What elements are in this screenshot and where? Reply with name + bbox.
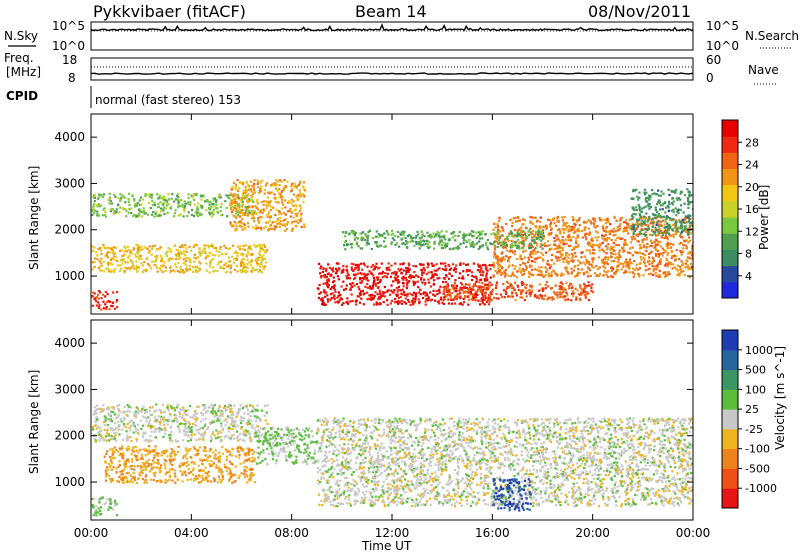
- scatter-band-1: [91, 243, 269, 274]
- frequency-trace: [90, 72, 694, 75]
- ytick-label: 1000: [54, 269, 85, 283]
- date-label: 08/Nov/2011: [588, 2, 691, 21]
- colorbar-tick-label: -1000: [745, 482, 777, 495]
- velocity-ylabel: Slant Range [km]: [27, 370, 41, 474]
- ytick-label: 2000: [54, 429, 85, 443]
- colorbar-segment: [722, 168, 738, 186]
- ytick-label: 2000: [54, 223, 85, 237]
- scatter-band-3: [254, 426, 319, 466]
- colorbar-segment: [722, 349, 738, 371]
- colorbar-segment: [722, 152, 738, 170]
- colorbar-segment: [722, 200, 738, 218]
- colorbar-tick-label: 4: [745, 270, 752, 283]
- xtick-label: 08:00: [274, 526, 309, 540]
- power-colorbar: 28 24 20 16 12 8 4: [721, 119, 759, 299]
- freq-label-line2: [MHz]: [6, 65, 41, 79]
- colorbar-segment: [722, 409, 738, 430]
- colorbar-tick-label: -25: [745, 423, 763, 436]
- freq-label-line1: Freq.: [4, 51, 34, 65]
- power-ylabel: Slant Range [km]: [27, 166, 41, 270]
- scatter-band-5: [442, 280, 595, 302]
- freq-panel: [90, 57, 694, 81]
- colorbar-tick-label: 8: [745, 248, 752, 261]
- colorbar-tick-label: 100: [745, 383, 766, 396]
- nsky-trace: [90, 23, 694, 32]
- colorbar-tick-label: 500: [745, 364, 766, 377]
- xtick-label: 00:00: [676, 526, 711, 540]
- colorbar-tick-label: 20: [745, 181, 759, 194]
- beam-label: Beam 14: [355, 2, 427, 21]
- scatter-band-4: [316, 262, 494, 306]
- xtick-label: 12:00: [375, 526, 410, 540]
- colorbar-tick-label: 28: [745, 136, 759, 149]
- colorbar-tick-label: 24: [745, 159, 759, 172]
- xtick-label: 16:00: [475, 526, 510, 540]
- ytick-label: 4000: [54, 336, 85, 350]
- scatter-band-1: [103, 445, 257, 485]
- colorbar-segment: [722, 184, 738, 202]
- colorbar-segment: [722, 265, 738, 283]
- nave-tick-low: 0: [706, 71, 714, 85]
- colorbar-segment: [722, 488, 738, 509]
- nave-tick-high: 60: [706, 53, 721, 67]
- colorbar-segment: [722, 468, 738, 489]
- colorbar-segment: [722, 281, 738, 299]
- colorbar-tick-label: 16: [745, 203, 759, 216]
- colorbar-tick-label: -500: [745, 462, 770, 475]
- ytick-label: 4000: [54, 130, 85, 144]
- colorbar-segment: [722, 233, 738, 250]
- scatter-band-2: [91, 496, 118, 517]
- colorbar-tick-label: 25: [745, 403, 759, 416]
- xtick-label: 04:00: [174, 526, 209, 540]
- colorbar-segment: [722, 428, 738, 450]
- power-colorbar-label: Power [dB]: [757, 185, 771, 250]
- scatter-band-3: [229, 178, 307, 232]
- scatter-band-0: [91, 403, 269, 443]
- station-title: Pykkvibaer (fitACF): [93, 2, 246, 21]
- noise-panel: [90, 21, 694, 51]
- velocity-colorbar-label: Velocity [m s^-1]: [773, 346, 787, 450]
- colorbar-segment: [722, 389, 738, 410]
- colorbar-tick-label: -100: [745, 443, 770, 456]
- xtick-label: 20:00: [575, 526, 610, 540]
- colorbar-segment: [722, 217, 738, 234]
- freq-tick-high: 18: [62, 53, 77, 67]
- colorbar-segment: [722, 136, 738, 153]
- noise-tick-high: 10^5: [52, 19, 85, 33]
- ytick-label: 1000: [54, 475, 85, 489]
- scatter-band-7: [342, 229, 545, 251]
- freq-tick-low: 8: [68, 71, 76, 85]
- xtick-label: 00:00: [74, 526, 109, 540]
- noise-tick-low: 10^0: [52, 39, 85, 53]
- noise-tick-high-right: 10^5: [706, 19, 739, 33]
- colorbar-tick-label: 12: [745, 225, 759, 238]
- cpid-text: normal (fast stereo) 153: [95, 93, 241, 107]
- time-axis-label: Time UT: [361, 539, 412, 553]
- colorbar-tick-label: 1000: [745, 344, 773, 357]
- scatter-band-2: [91, 290, 119, 311]
- colorbar-segment: [722, 330, 738, 351]
- noise-tick-low-right: 10^0: [706, 39, 739, 53]
- colorbar-segment: [722, 369, 738, 390]
- scatter-band-5: [492, 478, 532, 512]
- nsky-label: N.Sky: [4, 29, 38, 43]
- velocity-colorbar: 1000 500 100 25 -25 -100 -500 -1000: [721, 329, 777, 509]
- colorbar-segment: [722, 448, 738, 469]
- scatter-band-4: [316, 417, 693, 508]
- ytick-label: 3000: [54, 382, 85, 396]
- ytick-label: 3000: [54, 176, 85, 190]
- power-panel: 1000 2000 3000 4000: [54, 113, 694, 315]
- scatter-band-6: [492, 215, 693, 279]
- velocity-panel: 1000 2000 3000 4000: [54, 319, 694, 521]
- nsearch-label: N.Search: [745, 29, 799, 43]
- time-axis: 00:00 04:00 08:00 12:00 16:00 20:00 00:00: [74, 114, 711, 540]
- cpid-label: CPID: [6, 89, 38, 103]
- colorbar-segment: [722, 120, 738, 137]
- nave-label: Nave: [748, 63, 779, 77]
- scatter-band-8: [630, 188, 693, 237]
- colorbar-segment: [722, 249, 738, 267]
